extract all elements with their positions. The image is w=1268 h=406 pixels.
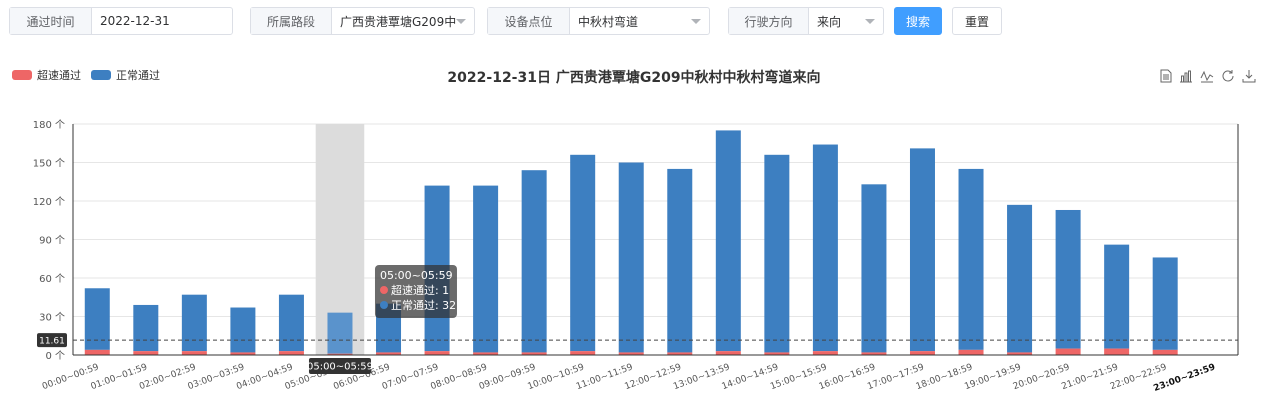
bar-speeding [909, 351, 935, 355]
bar-normal [715, 130, 741, 352]
bar-normal [1104, 244, 1130, 349]
refresh-icon[interactable] [1221, 69, 1235, 83]
bar-normal [521, 170, 547, 353]
filter-direction: 行驶方向 来向 [728, 7, 884, 35]
bar-normal [1152, 257, 1178, 350]
bar-speeding [667, 352, 693, 355]
bar-speeding [521, 352, 547, 355]
filter-device: 设备点位 中秋村弯道 [487, 7, 710, 35]
bar-normal [909, 148, 935, 352]
bar-speeding [230, 352, 256, 355]
bar-normal [570, 154, 596, 352]
bar-speeding [1152, 349, 1178, 355]
legend-swatch-speeding [12, 70, 32, 80]
download-icon[interactable] [1242, 69, 1256, 83]
bar-speeding [473, 352, 499, 355]
bar-normal [618, 162, 644, 353]
average-line-label-bg [37, 333, 67, 348]
bar-normal [230, 307, 256, 353]
axis-pointer-label: 05:00~05:59 [307, 362, 373, 373]
device-select[interactable]: 中秋村弯道 [570, 8, 709, 34]
chart-toolbox [1160, 69, 1263, 83]
bar-speeding [570, 351, 596, 355]
bar-normal [327, 312, 353, 354]
tooltip-row: 正常通过: 32 [391, 299, 456, 312]
tooltip-title: 05:00~05:59 [380, 269, 453, 282]
reset-button[interactable]: 重置 [952, 7, 1002, 35]
bar-speeding [1055, 348, 1081, 355]
device-select-value: 中秋村弯道 [578, 14, 639, 29]
filter-direction-label: 行驶方向 [729, 8, 809, 34]
bar-speeding [181, 351, 207, 355]
chart-title: 2022-12-31日 广西贵港覃塘G209中秋村中秋村弯道来向 [447, 70, 821, 86]
bar-normal [473, 185, 499, 353]
tooltip-box [374, 265, 457, 318]
bar-speeding [133, 351, 159, 355]
bar-speeding [424, 351, 450, 355]
filter-device-label: 设备点位 [488, 8, 570, 34]
y-tick-label: 150 个 [33, 158, 65, 170]
filter-pass-time: 通过时间 2022-12-31 [9, 7, 233, 35]
direction-select-value: 来向 [817, 14, 842, 29]
y-tick-label: 0 个 [45, 350, 65, 362]
device-chevron-down-icon[interactable] [691, 19, 701, 24]
bar-normal [84, 288, 110, 350]
bar-speeding [812, 351, 838, 355]
y-tick-label: 30 个 [39, 312, 65, 324]
legend-item-normal[interactable]: 正常通过 [91, 67, 160, 83]
bar-normal [278, 294, 304, 352]
y-tick-label: 180 个 [33, 119, 65, 131]
bar-normal [133, 304, 159, 352]
line-chart-icon[interactable] [1200, 69, 1214, 83]
direction-chevron-down-icon[interactable] [865, 19, 875, 24]
tooltip-marker [379, 301, 388, 309]
filter-road-label: 所属路段 [251, 8, 332, 34]
bar-normal [667, 168, 693, 353]
y-tick-label: 120 个 [33, 196, 65, 208]
pass-time-input[interactable]: 2022-12-31 [100, 14, 170, 28]
road-select[interactable]: 广西贵港覃塘G209中秋村 [332, 8, 474, 34]
bar-speeding [715, 351, 741, 355]
data-view-icon[interactable] [1160, 69, 1172, 83]
tooltip-marker [379, 286, 388, 294]
search-button[interactable]: 搜索 [894, 7, 942, 35]
legend-label-normal: 正常通过 [116, 69, 160, 82]
bar-normal [861, 184, 887, 353]
chart-legend: 超速通过 正常通过 [12, 67, 170, 83]
legend-item-speeding[interactable]: 超速通过 [12, 67, 81, 83]
bar-chart-icon[interactable] [1179, 69, 1193, 83]
bar-speeding [618, 352, 644, 355]
filter-pass-time-label: 通过时间 [10, 8, 92, 34]
bar-speeding [84, 349, 110, 355]
bar-speeding [1104, 348, 1130, 355]
bar-speeding [376, 352, 402, 355]
bar-normal [1055, 209, 1081, 349]
average-line-label: 11.61 [39, 337, 65, 347]
bar-speeding [1007, 352, 1033, 355]
filter-road: 所属路段 广西贵港覃塘G209中秋村 [250, 7, 475, 35]
y-tick-label: 90 个 [39, 235, 65, 247]
bar-normal [1007, 204, 1033, 353]
bar-speeding [764, 352, 790, 355]
y-tick-label: 60 个 [39, 273, 65, 285]
bar-normal [812, 144, 838, 352]
tooltip-row: 超速通过: 1 [391, 283, 449, 297]
bar-speeding [861, 352, 887, 355]
axis-pointer-label-bg [308, 358, 371, 374]
bar-normal [764, 154, 790, 353]
bar-speeding [327, 353, 353, 355]
bar-speeding [278, 351, 304, 355]
legend-label-speeding: 超速通过 [37, 69, 81, 82]
bar-normal [181, 294, 207, 352]
legend-swatch-normal [91, 70, 111, 80]
bar-speeding [958, 349, 984, 355]
bar-normal [958, 168, 984, 350]
road-chevron-down-icon[interactable] [456, 19, 466, 24]
road-select-value: 广西贵港覃塘G209中秋村 [340, 14, 456, 29]
direction-select[interactable]: 来向 [809, 8, 883, 34]
